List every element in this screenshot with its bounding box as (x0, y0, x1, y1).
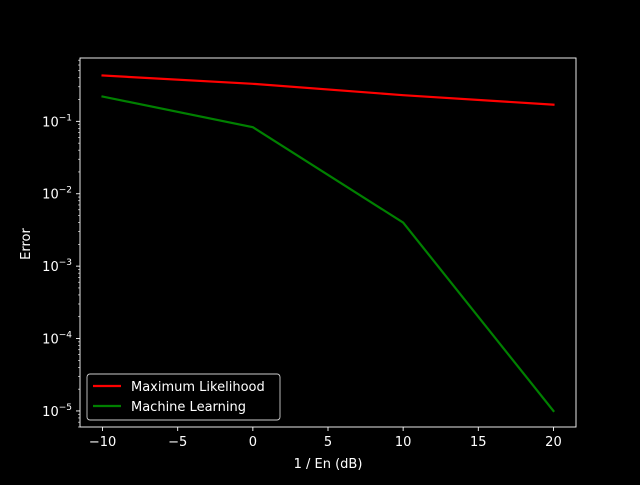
legend-label-1: Maximum Likelihood (131, 380, 265, 395)
legend-box (86, 373, 281, 421)
series-line-1 (101, 74, 555, 106)
axes: −10 −5 0 5 10 15 20 10−5 10−4 10−3 10−2 10−1 (42, 57, 577, 450)
y-axis-label: Error (19, 228, 34, 260)
x-tick-label: 0 (249, 435, 257, 450)
x-tick-label: −10 (89, 435, 116, 450)
legend-label-2: Machine Learning (131, 400, 246, 415)
y-tick-label: 10−3 (42, 258, 72, 275)
x-tick-label: 15 (470, 435, 487, 450)
y-tick-label: 10−5 (42, 403, 72, 420)
y-tick-label: 10−4 (42, 331, 72, 348)
y-tick-label: 10−2 (42, 186, 72, 203)
x-tick-label: 10 (395, 435, 412, 450)
y-tick-label: 10−1 (42, 113, 72, 130)
x-tick-label: 20 (545, 435, 562, 450)
legend: Maximum Likelihood Machine Learning (86, 373, 281, 421)
x-axis-label: 1 / En (dB) (294, 457, 363, 472)
plot-area (101, 74, 555, 413)
x-tick-label: −5 (168, 435, 187, 450)
x-tick-label: 5 (324, 435, 332, 450)
series-line-2 (101, 95, 555, 413)
